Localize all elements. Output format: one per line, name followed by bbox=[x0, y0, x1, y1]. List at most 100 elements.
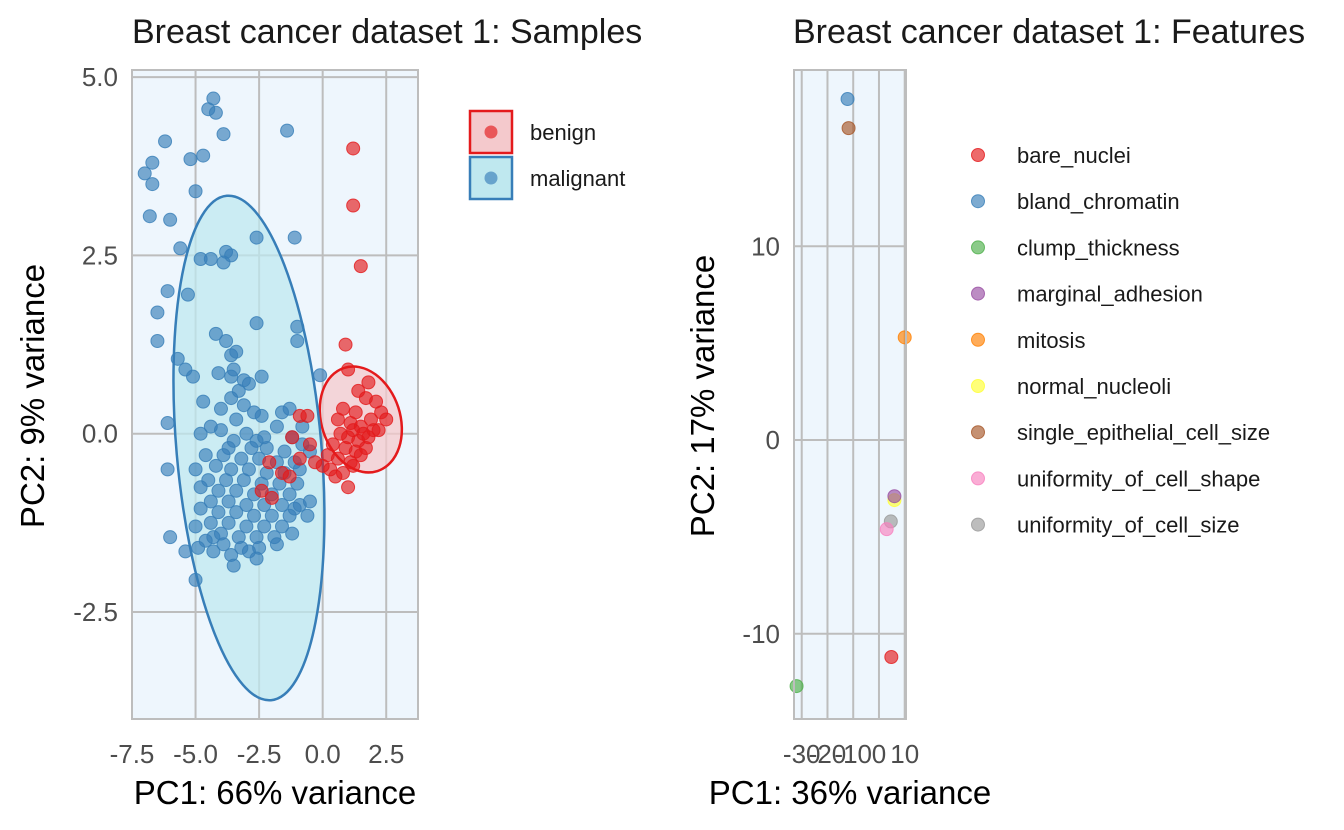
samples-panel-border bbox=[131, 69, 419, 720]
features-legend-label: normal_nucleoli bbox=[1017, 374, 1171, 399]
samples-y-axis-title: PC2: 9% variance bbox=[14, 264, 51, 528]
samples-point-malignant bbox=[264, 508, 279, 523]
samples-point-malignant bbox=[145, 155, 160, 170]
samples-x-tick-label: -2.5 bbox=[237, 739, 282, 769]
samples-point-malignant bbox=[178, 544, 193, 559]
features-legend-label: single_epithelial_cell_size bbox=[1017, 420, 1270, 445]
features-y-tick-label: -10 bbox=[742, 619, 780, 649]
samples-x-tick-label: -7.5 bbox=[110, 739, 155, 769]
features-point-uniformity_of_cell_shape bbox=[879, 522, 894, 537]
samples-y-tick-label: 5.0 bbox=[82, 62, 118, 92]
samples-point-malignant bbox=[300, 508, 315, 523]
samples-chart-title: Breast cancer dataset 1: Samples bbox=[132, 13, 642, 51]
features-legend-label: uniformity_of_cell_shape bbox=[1017, 466, 1260, 491]
samples-point-benign bbox=[274, 465, 289, 480]
samples-y-tick-label: -2.5 bbox=[73, 597, 118, 627]
samples-point-malignant bbox=[302, 494, 317, 509]
samples-point-benign bbox=[379, 412, 394, 427]
samples-point-benign bbox=[353, 259, 368, 274]
samples-point-malignant bbox=[211, 483, 226, 498]
features-legend-label: uniformity_of_cell_size bbox=[1017, 513, 1240, 538]
features-legend-label: bland_chromatin bbox=[1017, 189, 1180, 214]
samples-point-malignant bbox=[211, 505, 226, 520]
samples-point-malignant bbox=[290, 319, 305, 334]
features-legend-label: bare_nuclei bbox=[1017, 143, 1131, 168]
samples-point-malignant bbox=[269, 537, 284, 552]
features-legend-marker-normal_nucleoli bbox=[971, 379, 985, 393]
samples-point-benign bbox=[346, 141, 361, 156]
samples-point-malignant bbox=[142, 209, 157, 224]
samples-plot-area: -7.5 -5.0 -2.5 0.0 2.5 -2.5 0.0 2.5 5.0 bbox=[73, 62, 419, 769]
samples-x-tick-label: 0.0 bbox=[305, 739, 341, 769]
samples-point-malignant bbox=[193, 426, 208, 441]
samples-point-malignant bbox=[224, 369, 239, 384]
features-y-tick-label: 0 bbox=[766, 425, 780, 455]
features-legend-marker-uniformity_of_cell_size bbox=[971, 517, 985, 532]
samples-point-malignant bbox=[274, 498, 289, 513]
samples-point-malignant bbox=[234, 451, 249, 466]
features-legend-marker-mitosis bbox=[971, 332, 985, 347]
samples-point-benign bbox=[292, 451, 307, 466]
samples-point-malignant bbox=[216, 255, 231, 270]
samples-point-malignant bbox=[183, 152, 198, 167]
features-point-bland_chromatin bbox=[840, 92, 855, 107]
features-legend-label: mitosis bbox=[1017, 328, 1085, 353]
samples-point-benign bbox=[330, 412, 345, 427]
features-panel-border bbox=[793, 69, 907, 720]
samples-point-benign bbox=[308, 455, 323, 470]
samples-point-malignant bbox=[160, 284, 175, 299]
samples-point-malignant bbox=[216, 537, 231, 552]
samples-point-malignant bbox=[193, 480, 208, 495]
samples-point-malignant bbox=[274, 519, 289, 534]
samples-point-benign bbox=[264, 490, 279, 505]
samples-point-malignant bbox=[193, 501, 208, 516]
samples-point-benign bbox=[371, 423, 386, 438]
samples-chart: Breast cancer dataset 1: Samples PC1: 66… bbox=[14, 13, 642, 811]
samples-point-malignant bbox=[249, 316, 264, 331]
features-legend-label: marginal_adhesion bbox=[1017, 282, 1203, 307]
samples-point-malignant bbox=[160, 462, 175, 477]
samples-point-malignant bbox=[188, 519, 203, 534]
samples-point-malignant bbox=[257, 519, 272, 534]
samples-point-malignant bbox=[198, 448, 213, 463]
samples-point-malignant bbox=[221, 515, 236, 530]
samples-point-malignant bbox=[188, 462, 203, 477]
samples-point-malignant bbox=[206, 544, 221, 559]
samples-point-benign bbox=[353, 448, 368, 463]
samples-point-malignant bbox=[137, 166, 152, 181]
samples-point-malignant bbox=[173, 241, 188, 256]
samples-point-malignant bbox=[282, 487, 297, 502]
samples-point-malignant bbox=[313, 368, 328, 383]
samples-point-benign bbox=[346, 198, 361, 213]
samples-point-malignant bbox=[145, 177, 160, 192]
samples-point-malignant bbox=[229, 483, 244, 498]
samples-point-malignant bbox=[213, 401, 228, 416]
samples-point-malignant bbox=[221, 440, 236, 455]
samples-point-benign bbox=[328, 469, 343, 484]
samples-point-malignant bbox=[208, 105, 223, 120]
features-x-tick-label: 10 bbox=[890, 739, 919, 769]
samples-point-benign bbox=[361, 375, 376, 390]
samples-legend-marker-malignant bbox=[484, 171, 498, 185]
samples-point-malignant bbox=[274, 405, 289, 420]
samples-x-axis-title: PC1: 66% variance bbox=[134, 774, 416, 811]
samples-point-malignant bbox=[269, 419, 284, 434]
features-y-axis-title: PC2: 17% variance bbox=[684, 255, 721, 537]
samples-point-malignant bbox=[290, 334, 305, 349]
samples-point-malignant bbox=[224, 391, 239, 406]
samples-point-malignant bbox=[188, 572, 203, 587]
samples-point-malignant bbox=[277, 444, 292, 459]
samples-point-malignant bbox=[216, 127, 231, 142]
samples-point-malignant bbox=[196, 148, 211, 163]
samples-point-malignant bbox=[150, 334, 165, 349]
samples-point-malignant bbox=[150, 305, 165, 320]
samples-point-malignant bbox=[229, 412, 244, 427]
samples-legend-label: benign bbox=[530, 120, 596, 145]
samples-point-malignant bbox=[188, 184, 203, 199]
features-x-tick-label: 0 bbox=[872, 739, 886, 769]
samples-point-malignant bbox=[239, 519, 254, 534]
samples-point-malignant bbox=[219, 473, 234, 488]
samples-legend-label: malignant bbox=[530, 166, 625, 191]
samples-point-malignant bbox=[219, 334, 234, 349]
features-chart: Breast cancer dataset 1: Features PC1: 3… bbox=[684, 13, 1305, 811]
